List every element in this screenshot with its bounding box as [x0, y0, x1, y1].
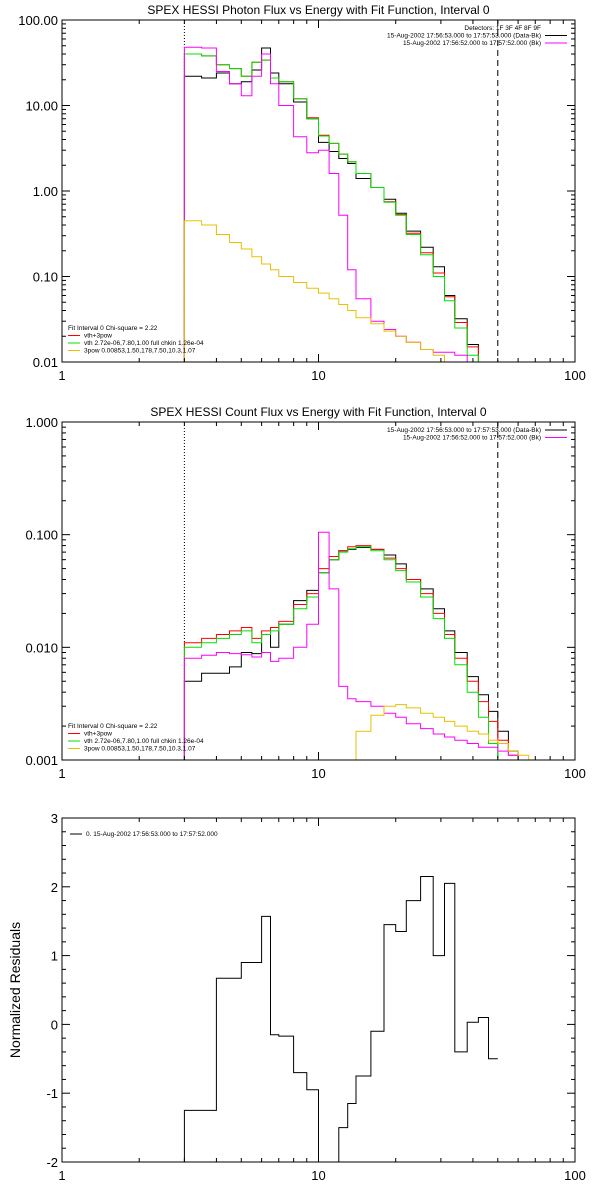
y-tick-label: 0.01	[33, 355, 58, 370]
y-tick-label: 1.00	[33, 184, 58, 199]
series-line	[183, 220, 456, 362]
legend-title: Fit Interval 0 Chi-square = 2.22	[68, 723, 158, 730]
info-text: 15-Aug-2002 17:56:52.000 to 17:57:52.000…	[403, 40, 541, 47]
y-tick-label: 1	[51, 949, 58, 964]
x-tick-label: 10	[311, 368, 325, 383]
series-line	[183, 545, 519, 760]
y-tick-label: 0.10	[33, 270, 58, 285]
y-tick-label: 2	[51, 880, 58, 895]
y-tick-label: -2	[46, 1155, 58, 1170]
y-tick-label: 1.000	[25, 415, 58, 430]
y-tick-label: 100.00	[18, 13, 58, 28]
x-tick-label: 1	[58, 766, 65, 781]
y-tick-label: 0	[51, 1017, 58, 1032]
y-tick-label: 0.010	[25, 640, 58, 655]
legend-label: vth+3pow	[84, 333, 112, 340]
y-tick-label: 3	[51, 811, 58, 826]
x-tick-label: 100	[564, 766, 586, 781]
series-line	[183, 47, 489, 362]
x-tick-label: 100	[564, 368, 586, 383]
series-line	[183, 876, 498, 1162]
y-axis-label: Normalized Residuals	[7, 922, 23, 1058]
legend-title: Fit Interval 0 Chi-square = 2.22	[68, 325, 158, 332]
series-line	[183, 53, 479, 362]
series-line	[183, 53, 479, 362]
chart-title: SPEX HESSI Count Flux vs Energy with Fit…	[150, 405, 486, 419]
info-text: 15-Aug-2002 17:56:53.000 to 17:57:53.000…	[387, 33, 541, 40]
y-tick-label: 10.00	[25, 99, 58, 114]
legend-label: 0. 15-Aug-2002 17:56:53.000 to 17:57:52.…	[86, 831, 218, 838]
chart-title: SPEX HESSI Photon Flux vs Energy with Fi…	[147, 3, 489, 17]
legend-label: vth+3pow	[84, 731, 112, 738]
x-tick-label: 10	[311, 766, 325, 781]
y-tick-label: 0.001	[25, 753, 58, 768]
series-line	[183, 547, 519, 760]
x-tick-label: 10	[311, 1168, 325, 1183]
x-tick-label: 1	[58, 1168, 65, 1183]
legend-label: 3pow 0.00853,1.50,178,7.50,10.3,1.07	[84, 348, 196, 355]
x-tick-label: 1	[58, 368, 65, 383]
y-tick-label: -1	[46, 1086, 58, 1101]
series-line	[183, 704, 539, 760]
info-text: 15-Aug-2002 17:56:53.000 to 17:57:53.000…	[387, 427, 541, 434]
legend-label: 3pow 0.00853,1.50,178,7.50,10.3,1.07	[84, 746, 196, 753]
series-line	[183, 546, 499, 760]
info-text: 15-Aug-2002 17:56:52.000 to 17:57:52.000…	[403, 435, 541, 442]
series-line	[183, 531, 530, 760]
legend-label: vth 2.72e-06,7.80,1.00 full chkin 1.26e-…	[84, 340, 204, 347]
info-text: Detectors: 1F 3F 4F 8F 9F	[464, 25, 541, 32]
legend-label: vth 2.72e-06,7.80,1.00 full chkin 1.26e-…	[84, 738, 204, 745]
y-tick-label: 0.100	[25, 528, 58, 543]
x-tick-label: 100	[564, 1168, 586, 1183]
series-line	[183, 46, 479, 362]
